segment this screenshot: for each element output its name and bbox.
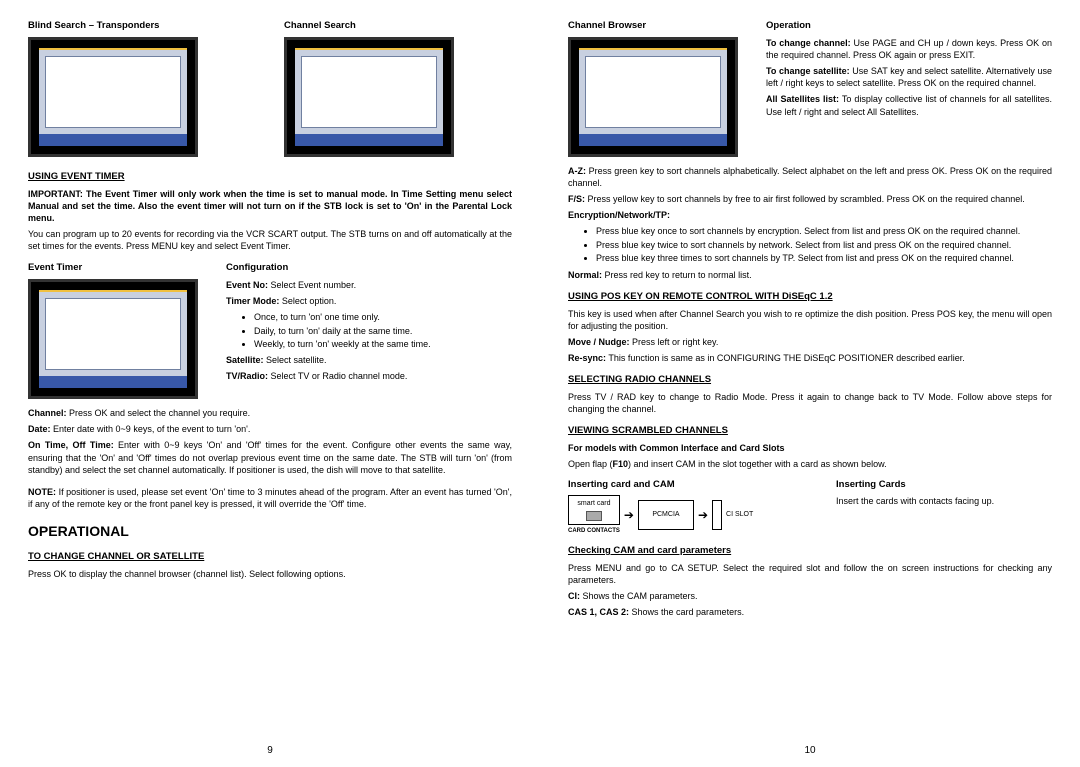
important-paragraph: IMPORTANT: The Event Timer will only wor… xyxy=(28,188,512,224)
checking-cam-heading: Checking CAM and card parameters xyxy=(568,545,1052,558)
cfg-bullet-weekly: Weekly, to turn 'on' weekly at the same … xyxy=(254,338,512,350)
selecting-radio-heading: SELECTING RADIO CHANNELS xyxy=(568,374,1052,387)
event-timer-intro: You can program up to 20 events for reco… xyxy=(28,228,512,252)
event-timer-screenshot xyxy=(28,279,198,399)
cfg-tvradio: TV/Radio: Select TV or Radio channel mod… xyxy=(226,370,512,382)
cam-diagram: smart card CARD CONTACTS ➔ PCMCIA ➔ CI S… xyxy=(568,495,808,535)
ent-bullet-1: Press blue key once to sort channels by … xyxy=(596,225,1052,237)
cfg-bullet-once: Once, to turn 'on' one time only. xyxy=(254,311,512,323)
note-line: NOTE: If positioner is used, please set … xyxy=(28,486,512,510)
ci-slot-label: CI SLOT xyxy=(726,510,753,519)
az-line: A-Z: Press green key to sort channels al… xyxy=(568,165,1052,189)
inserting-cards-heading: Inserting Cards xyxy=(836,479,1052,492)
card-cam-row: Inserting card and CAM smart card CARD C… xyxy=(568,479,1052,539)
fs-line: F/S: Press yellow key to sort channels b… xyxy=(568,193,1052,205)
normal-line: Normal: Press red key to return to norma… xyxy=(568,269,1052,281)
using-event-timer-heading: USING EVENT TIMER xyxy=(28,171,512,184)
page-number-10: 10 xyxy=(804,744,815,758)
operation-heading: Operation xyxy=(766,20,1052,33)
page-9: Blind Search – Transponders Channel Sear… xyxy=(0,0,540,767)
important-label: IMPORTANT: xyxy=(28,189,83,199)
smart-card-icon: smart card xyxy=(568,495,620,524)
configuration-heading: Configuration xyxy=(226,262,512,275)
channel-search-heading: Channel Search xyxy=(284,20,512,33)
to-change-channel-heading: TO CHANGE CHANNEL OR SATELLITE xyxy=(28,551,512,564)
channel-browser-row: Channel Browser Operation To change chan… xyxy=(568,20,1052,165)
blind-search-heading: Blind Search – Transponders xyxy=(28,20,256,33)
cfg-bullet-daily: Daily, to turn 'on' daily at the same ti… xyxy=(254,325,512,337)
channel-browser-heading: Channel Browser xyxy=(568,20,738,33)
ent-bullet-3: Press blue key three times to sort chann… xyxy=(596,252,1052,264)
viewing-scrambled-text: Open flap (F10) and insert CAM in the sl… xyxy=(568,458,1052,470)
operational-heading: OPERATIONAL xyxy=(28,522,512,541)
resync-line: Re-sync: This function is same as in CON… xyxy=(568,352,1052,364)
cas-line: CAS 1, CAS 2: Shows the card parameters. xyxy=(568,606,1052,618)
inserting-cards-text: Insert the cards with contacts facing up… xyxy=(836,495,1052,507)
viewing-scrambled-sub: For models with Common Interface and Car… xyxy=(568,442,1052,454)
cfg-satellite: Satellite: Select satellite. xyxy=(226,354,512,366)
arrow-icon: ➔ xyxy=(624,507,634,523)
viewing-scrambled-heading: VIEWING SCRAMBLED CHANNELS xyxy=(568,425,1052,438)
ent-bullets: Press blue key once to sort channels by … xyxy=(568,225,1052,264)
to-change-channel-text: Press OK to display the channel browser … xyxy=(28,568,512,580)
screenshot-row: Blind Search – Transponders Channel Sear… xyxy=(28,20,512,165)
cfg-eventno: Event No: Select Event number. xyxy=(226,279,512,291)
date-line: Date: Enter date with 0~9 keys, of the e… xyxy=(28,423,512,435)
blind-search-screenshot xyxy=(28,37,198,157)
cfg-timermode: Timer Mode: Select option. xyxy=(226,295,512,307)
channel-line: Channel: Press OK and select the channel… xyxy=(28,407,512,419)
ci-slot-icon xyxy=(712,500,722,530)
op-to-change-satellite: To change satellite: Use SAT key and sel… xyxy=(766,65,1052,89)
move-nudge-line: Move / Nudge: Press left or right key. xyxy=(568,336,1052,348)
cfg-bullets: Once, to turn 'on' one time only. Daily,… xyxy=(226,311,512,349)
channel-search-screenshot xyxy=(284,37,454,157)
event-timer-heading: Event Timer xyxy=(28,262,198,275)
pos-key-heading: USING POS KEY ON REMOTE CONTROL WITH DiS… xyxy=(568,291,1052,304)
op-all-satellites: All Satellites list: To display collecti… xyxy=(766,93,1052,117)
inserting-card-cam-heading: Inserting card and CAM xyxy=(568,479,808,492)
ci-line: CI: Shows the CAM parameters. xyxy=(568,590,1052,602)
card-contacts-label: CARD CONTACTS xyxy=(568,527,620,535)
event-timer-row: Event Timer Configuration Event No: Sele… xyxy=(28,262,512,407)
pcmcia-icon: PCMCIA xyxy=(638,500,694,530)
ent-bullet-2: Press blue key twice to sort channels by… xyxy=(596,239,1052,251)
page-10: Channel Browser Operation To change chan… xyxy=(540,0,1080,767)
op-to-change-channel: To change channel: Use PAGE and CH up / … xyxy=(766,37,1052,61)
page-number-9: 9 xyxy=(267,744,273,758)
selecting-radio-text: Press TV / RAD key to change to Radio Mo… xyxy=(568,391,1052,415)
ontime-line: On Time, Off Time: Enter with 0~9 keys '… xyxy=(28,439,512,475)
checking-cam-text: Press MENU and go to CA SETUP. Select th… xyxy=(568,562,1052,586)
arrow-icon: ➔ xyxy=(698,507,708,523)
chip-icon xyxy=(586,511,602,521)
important-text: The Event Timer will only work when the … xyxy=(28,189,512,223)
channel-browser-screenshot xyxy=(568,37,738,157)
ent-label: Encryption/Network/TP: xyxy=(568,209,1052,221)
pos-key-text: This key is used when after Channel Sear… xyxy=(568,308,1052,332)
